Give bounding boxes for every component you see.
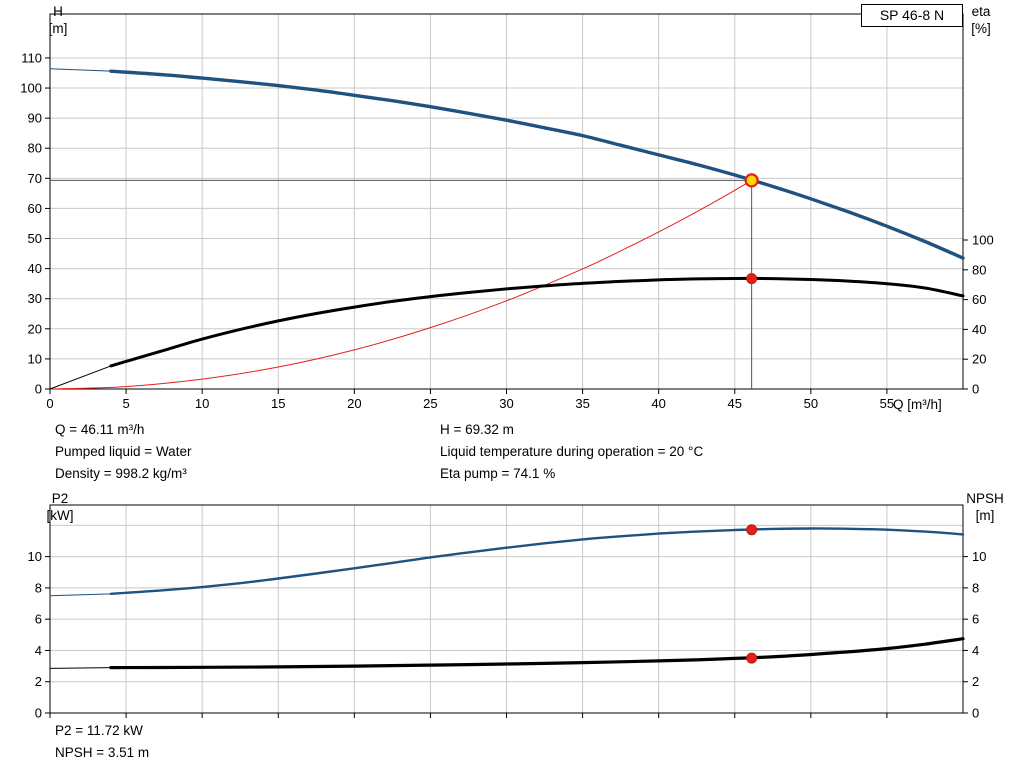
series-npsh-curve <box>109 637 965 670</box>
svg-text:10: 10 <box>28 549 42 564</box>
svg-text:0: 0 <box>35 706 42 721</box>
series-p2-curve <box>109 527 965 595</box>
gridlines <box>50 14 963 389</box>
svg-text:90: 90 <box>28 111 42 126</box>
svg-text:0: 0 <box>972 382 979 397</box>
svg-text:15: 15 <box>271 396 285 411</box>
svg-text:55: 55 <box>880 396 894 411</box>
svg-text:100: 100 <box>20 81 42 96</box>
eta-axis-label-line2: [%] <box>971 21 991 36</box>
series-h-curve-lead <box>49 68 112 72</box>
result-q: Q = 46.11 m³/h <box>55 422 145 437</box>
svg-text:20: 20 <box>347 396 361 411</box>
svg-text:10: 10 <box>972 549 986 564</box>
svg-text:0: 0 <box>46 396 53 411</box>
hq-chart-canvas: 0 5 10 15 20 25 30 35 40 45 50 55 0 10 20 30 40 50 60 70 80 9… <box>20 13 994 411</box>
result-p2: P2 = 11.72 kW <box>55 723 143 738</box>
series-eta-curve <box>109 276 965 368</box>
axis-ticks: 0 2 4 6 8 10 0 2 4 6 8 10 <box>28 549 987 720</box>
result-eta-pump: Eta pump = 74.1 % <box>440 466 556 481</box>
npsh-point-marker[interactable] <box>746 652 758 664</box>
svg-text:70: 70 <box>28 171 42 186</box>
result-pumped-liquid: Pumped liquid = Water <box>55 444 192 459</box>
result-liquid-temperature: Liquid temperature during operation = 20… <box>440 444 704 459</box>
series-system-curve <box>49 179 753 390</box>
svg-text:2: 2 <box>972 674 979 689</box>
axis-ticks: 0 5 10 15 20 25 30 35 40 45 50 55 0 10 20 30 40 50 60 70 80 9… <box>20 50 993 411</box>
npsh-axis-label-line2: [m] <box>975 508 995 523</box>
svg-text:6: 6 <box>972 612 979 627</box>
svg-text:4: 4 <box>972 643 979 658</box>
svg-text:30: 30 <box>499 396 513 411</box>
series-h-curve <box>109 69 965 260</box>
eta-axis-label-line1: eta <box>971 4 991 19</box>
result-density: Density = 998.2 kg/m³ <box>55 466 187 481</box>
svg-text:40: 40 <box>28 261 42 276</box>
series-eta-curve-lead <box>49 365 112 390</box>
svg-text:20: 20 <box>28 321 42 336</box>
svg-text:60: 60 <box>972 292 986 307</box>
svg-text:35: 35 <box>575 396 589 411</box>
duty-point-marker[interactable] <box>744 173 759 188</box>
npsh-axis-label: NPSH [m] <box>955 490 1015 524</box>
result-h: H = 69.32 m <box>440 422 514 437</box>
svg-text:30: 30 <box>28 291 42 306</box>
svg-text:0: 0 <box>972 706 979 721</box>
svg-text:25: 25 <box>423 396 437 411</box>
svg-text:6: 6 <box>35 612 42 627</box>
result-npsh: NPSH = 3.51 m <box>55 745 150 760</box>
p2-npsh-chart-canvas: 0 2 4 6 8 10 0 2 4 6 8 10 <box>28 504 987 721</box>
p2-point-marker[interactable] <box>746 524 758 536</box>
svg-text:4: 4 <box>35 643 42 658</box>
svg-text:20: 20 <box>972 352 986 367</box>
eta-axis-label: eta [%] <box>958 3 1004 37</box>
svg-text:50: 50 <box>804 396 818 411</box>
svg-text:45: 45 <box>728 396 742 411</box>
top-results-column-1: Q = 46.11 m³/h Pumped liquid = Water Den… <box>55 419 191 485</box>
svg-text:40: 40 <box>972 322 986 337</box>
series-p2-curve-lead <box>49 593 112 597</box>
npsh-axis-label-line1: NPSH <box>966 491 1004 506</box>
q-axis-unit-label: Q [m³/h] <box>893 397 942 412</box>
p2-axis-label-line2: [kW] <box>46 508 74 523</box>
h-axis-label: H [m] <box>38 3 78 37</box>
gridlines <box>50 505 963 713</box>
series-npsh-curve-lead <box>49 667 112 669</box>
svg-text:40: 40 <box>651 396 665 411</box>
svg-text:60: 60 <box>28 201 42 216</box>
top-results-column-2: H = 69.32 m Liquid temperature during op… <box>440 419 703 485</box>
p2-axis-label: P2 [kW] <box>34 490 86 524</box>
svg-text:110: 110 <box>21 50 42 65</box>
svg-text:8: 8 <box>972 580 979 595</box>
svg-text:10: 10 <box>28 351 42 366</box>
h-axis-label-line1: H <box>53 4 63 19</box>
eta-point-marker[interactable] <box>746 273 758 285</box>
bottom-results: P2 = 11.72 kW NPSH = 3.51 m <box>55 720 149 764</box>
svg-text:80: 80 <box>972 262 986 277</box>
svg-text:80: 80 <box>28 141 42 156</box>
h-axis-label-line2: [m] <box>48 21 68 36</box>
p2-axis-label-line1: P2 <box>51 491 69 506</box>
svg-text:100: 100 <box>972 233 994 248</box>
svg-text:2: 2 <box>35 674 42 689</box>
svg-text:10: 10 <box>195 396 209 411</box>
svg-text:50: 50 <box>28 231 42 246</box>
pump-model-badge: SP 46-8 N <box>861 4 963 27</box>
svg-text:0: 0 <box>35 382 42 397</box>
svg-text:8: 8 <box>35 580 42 595</box>
svg-text:5: 5 <box>122 396 129 411</box>
